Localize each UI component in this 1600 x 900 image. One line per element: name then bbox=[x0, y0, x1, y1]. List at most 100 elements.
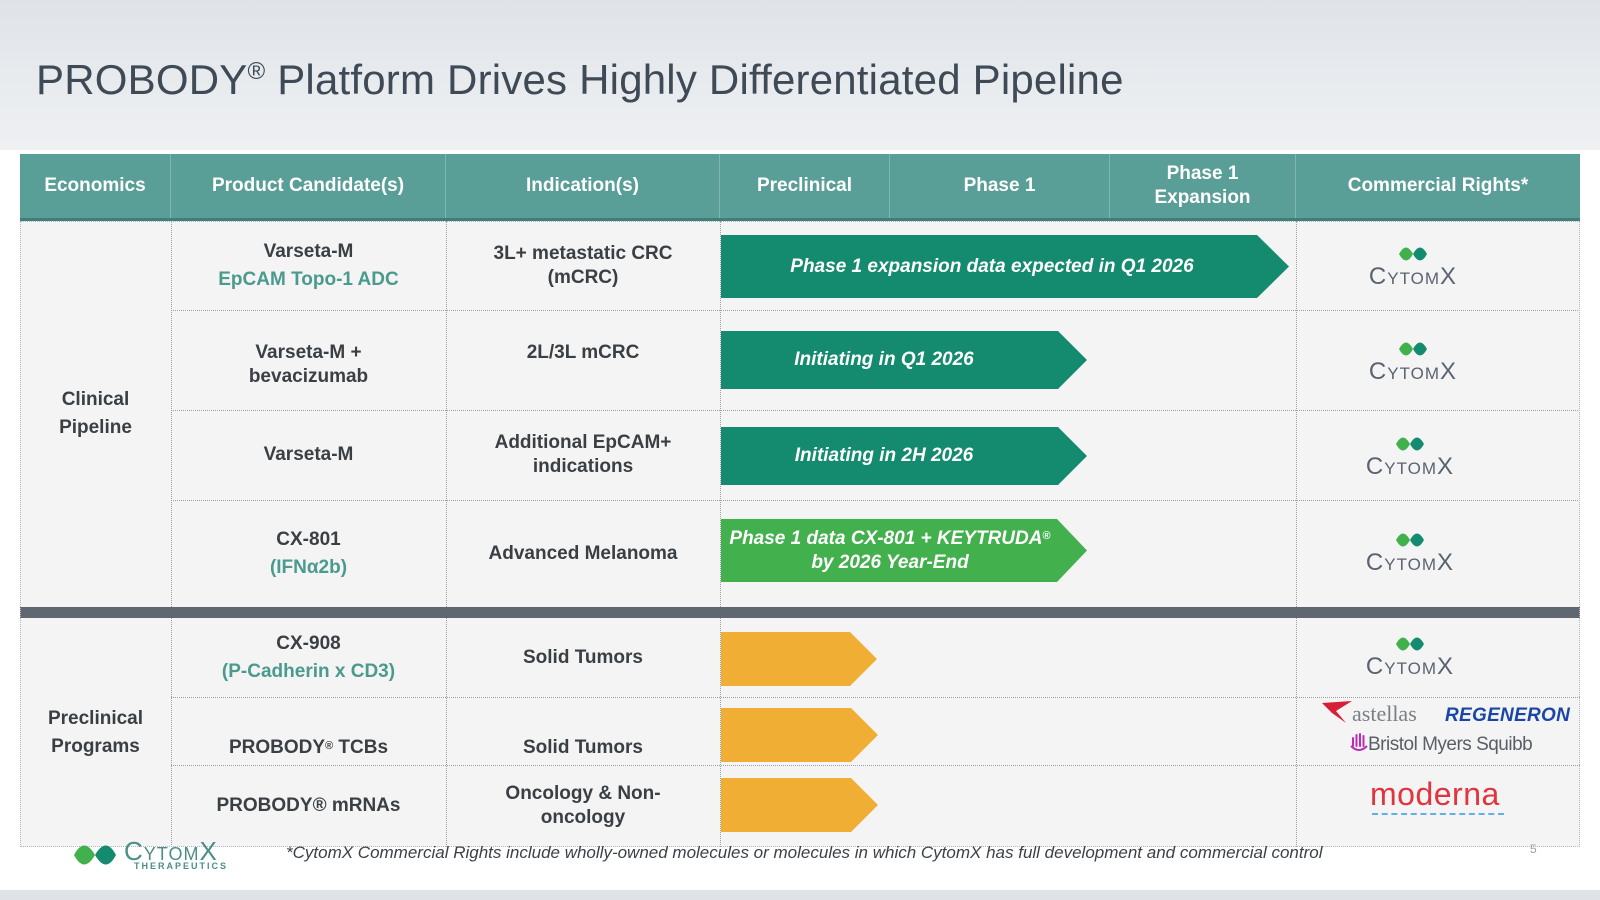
product-name: PROBODY® TCBs bbox=[229, 734, 388, 762]
indication-text: 2L/3L mCRC bbox=[526, 342, 640, 363]
product-name: Varseta-M + bbox=[255, 342, 362, 363]
section-divider bbox=[20, 607, 1580, 618]
grid-line bbox=[171, 221, 172, 847]
header-economics: Economics bbox=[20, 154, 171, 218]
cytomx-mark-icon bbox=[1396, 637, 1424, 651]
product-name: bevacizumab bbox=[248, 366, 369, 387]
group-label-line: Clinical bbox=[61, 389, 130, 410]
indication-cell: 2L/3L mCRC bbox=[446, 310, 720, 410]
header-phase1: Phase 1 bbox=[890, 154, 1110, 218]
cytomx-wordmark: CytomX bbox=[1365, 453, 1455, 480]
product-cell: PROBODY® TCBs bbox=[171, 697, 446, 765]
group-label-line: Pipeline bbox=[59, 417, 132, 438]
indication-text: Solid Tumors bbox=[523, 737, 643, 758]
bms-hand-icon bbox=[1350, 733, 1368, 751]
product-cell: CX-801 (IFNα2b) bbox=[171, 500, 446, 607]
product-name: CX-801 bbox=[276, 528, 341, 550]
indication-cell: Oncology & Non- oncology bbox=[446, 765, 720, 847]
indication-cell: Solid Tumors bbox=[446, 697, 720, 765]
indication-text: Solid Tumors bbox=[523, 646, 643, 668]
indication-text: (mCRC) bbox=[547, 266, 619, 288]
regeneron-logo: REGENERON bbox=[1445, 705, 1571, 726]
progress-arrow bbox=[721, 632, 877, 686]
footnote: *CytomX Commercial Rights include wholly… bbox=[286, 843, 1323, 862]
astellas-wordmark: astellas bbox=[1352, 701, 1417, 726]
title-banner: PROBODY® Platform Drives Highly Differen… bbox=[0, 0, 1600, 150]
product-subtitle: (IFNα2b) bbox=[269, 556, 348, 578]
cytomx-mark-icon bbox=[74, 845, 116, 865]
moderna-underline bbox=[1372, 813, 1504, 815]
title-rest: Platform Drives Highly Differentiated Pi… bbox=[265, 56, 1124, 103]
indication-text: 3L+ metastatic CRC bbox=[493, 242, 673, 264]
page-number: 5 bbox=[1530, 842, 1537, 856]
grid-line bbox=[446, 221, 447, 847]
arrow-label: Initiating in 2H 2026 bbox=[794, 445, 974, 466]
product-name: PROBODY® mRNAs bbox=[216, 795, 401, 816]
product-name-rest: TCBs bbox=[333, 737, 389, 758]
title-main: PROBODY bbox=[36, 56, 248, 103]
group-label-line: Programs bbox=[51, 735, 140, 757]
product-name: CX-908 bbox=[276, 632, 341, 654]
indication-text: oncology bbox=[540, 807, 626, 828]
table-body: Clinical Pipeline Preclinical Programs V… bbox=[20, 221, 1580, 847]
header-product: Product Candidate(s) bbox=[171, 154, 446, 218]
product-cell: Varseta-M + bevacizumab bbox=[171, 310, 446, 410]
cytomx-logo: CytomX bbox=[1355, 633, 1465, 679]
arrow-label-line2: by 2026 Year-End bbox=[811, 551, 969, 573]
progress-arrow bbox=[721, 778, 878, 832]
header-phase1-expansion: Phase 1 Expansion bbox=[1110, 154, 1296, 218]
group-preclinical-programs: Preclinical Programs bbox=[20, 618, 171, 847]
arrow-label: Phase 1 expansion data expected in Q1 20… bbox=[790, 255, 1194, 277]
product-subtitle: (P-Cadherin x CD3) bbox=[221, 660, 396, 682]
row-divider bbox=[171, 765, 1580, 766]
footer-cytomx-logo: CytomX THERAPEUTICS bbox=[72, 836, 232, 876]
progress-arrow: Initiating in 2H 2026 bbox=[721, 427, 1087, 485]
footer-logo-wordmark: CytomX bbox=[124, 836, 218, 866]
header-commercial-rights: Commercial Rights* bbox=[1347, 175, 1529, 196]
page-title: PROBODY® Platform Drives Highly Differen… bbox=[36, 56, 1124, 104]
cytomx-mark-icon bbox=[1396, 533, 1424, 547]
product-cell: Varseta-M bbox=[171, 410, 446, 500]
cytomx-mark-icon bbox=[1399, 247, 1427, 261]
bottom-bar bbox=[0, 890, 1600, 900]
indication-cell: Advanced Melanoma bbox=[446, 500, 720, 607]
row-divider bbox=[171, 410, 1580, 411]
arrow-label: Phase 1 data CX-801 + KEYTRUDA® bbox=[729, 527, 1050, 551]
footer-logo-subtitle: THERAPEUTICS bbox=[134, 861, 229, 871]
cytomx-wordmark: CytomX bbox=[1368, 358, 1458, 385]
row-divider bbox=[171, 500, 1580, 501]
group-clinical-pipeline: Clinical Pipeline bbox=[20, 221, 171, 607]
group-label-line: Preclinical bbox=[47, 707, 144, 729]
product-cell: CX-908 (P-Cadherin x CD3) bbox=[171, 618, 446, 697]
cytomx-mark-icon bbox=[1399, 342, 1427, 356]
header-indication: Indication(s) bbox=[446, 154, 720, 218]
row-divider bbox=[171, 697, 1580, 698]
pipeline-table: Economics Product Candidate(s) Indicatio… bbox=[20, 154, 1580, 847]
product-cell: PROBODY® mRNAs bbox=[171, 765, 446, 847]
header-phase1-expansion-line1: Phase 1 bbox=[1166, 163, 1239, 184]
astellas-logo: astellas bbox=[1322, 699, 1417, 727]
indication-cell: Solid Tumors bbox=[446, 618, 720, 697]
cytomx-logo: CytomX bbox=[1355, 433, 1465, 479]
registered-mark: ® bbox=[1042, 529, 1051, 542]
cytomx-wordmark: CytomX bbox=[1368, 263, 1458, 290]
progress-arrow: Phase 1 expansion data expected in Q1 20… bbox=[721, 235, 1289, 298]
table-header: Economics Product Candidate(s) Indicatio… bbox=[20, 154, 1580, 221]
indication-cell: 3L+ metastatic CRC (mCRC) bbox=[446, 221, 720, 310]
indication-text: indications bbox=[532, 456, 634, 477]
astellas-star-icon bbox=[1322, 701, 1352, 723]
product-cell: Varseta-M EpCAM Topo-1 ADC bbox=[171, 221, 446, 310]
indication-text: Oncology & Non- bbox=[505, 783, 661, 804]
cytomx-logo: CytomX bbox=[1358, 243, 1468, 289]
product-name: Varseta-M bbox=[263, 444, 354, 465]
progress-arrow: Phase 1 data CX-801 + KEYTRUDA® by 2026 … bbox=[721, 519, 1087, 582]
title-registered-mark: ® bbox=[247, 58, 266, 85]
bms-logo: Bristol Myers Squibb bbox=[1350, 732, 1533, 756]
registered-mark: ® bbox=[325, 740, 334, 752]
product-name-main: PROBODY bbox=[228, 737, 326, 758]
indication-cell: Additional EpCAM+ indications bbox=[446, 410, 720, 500]
header-preclinical: Preclinical bbox=[720, 154, 890, 218]
row-divider bbox=[171, 310, 1580, 311]
arrow-label: Initiating in Q1 2026 bbox=[794, 349, 974, 370]
indication-text: Additional EpCAM+ bbox=[494, 432, 672, 453]
